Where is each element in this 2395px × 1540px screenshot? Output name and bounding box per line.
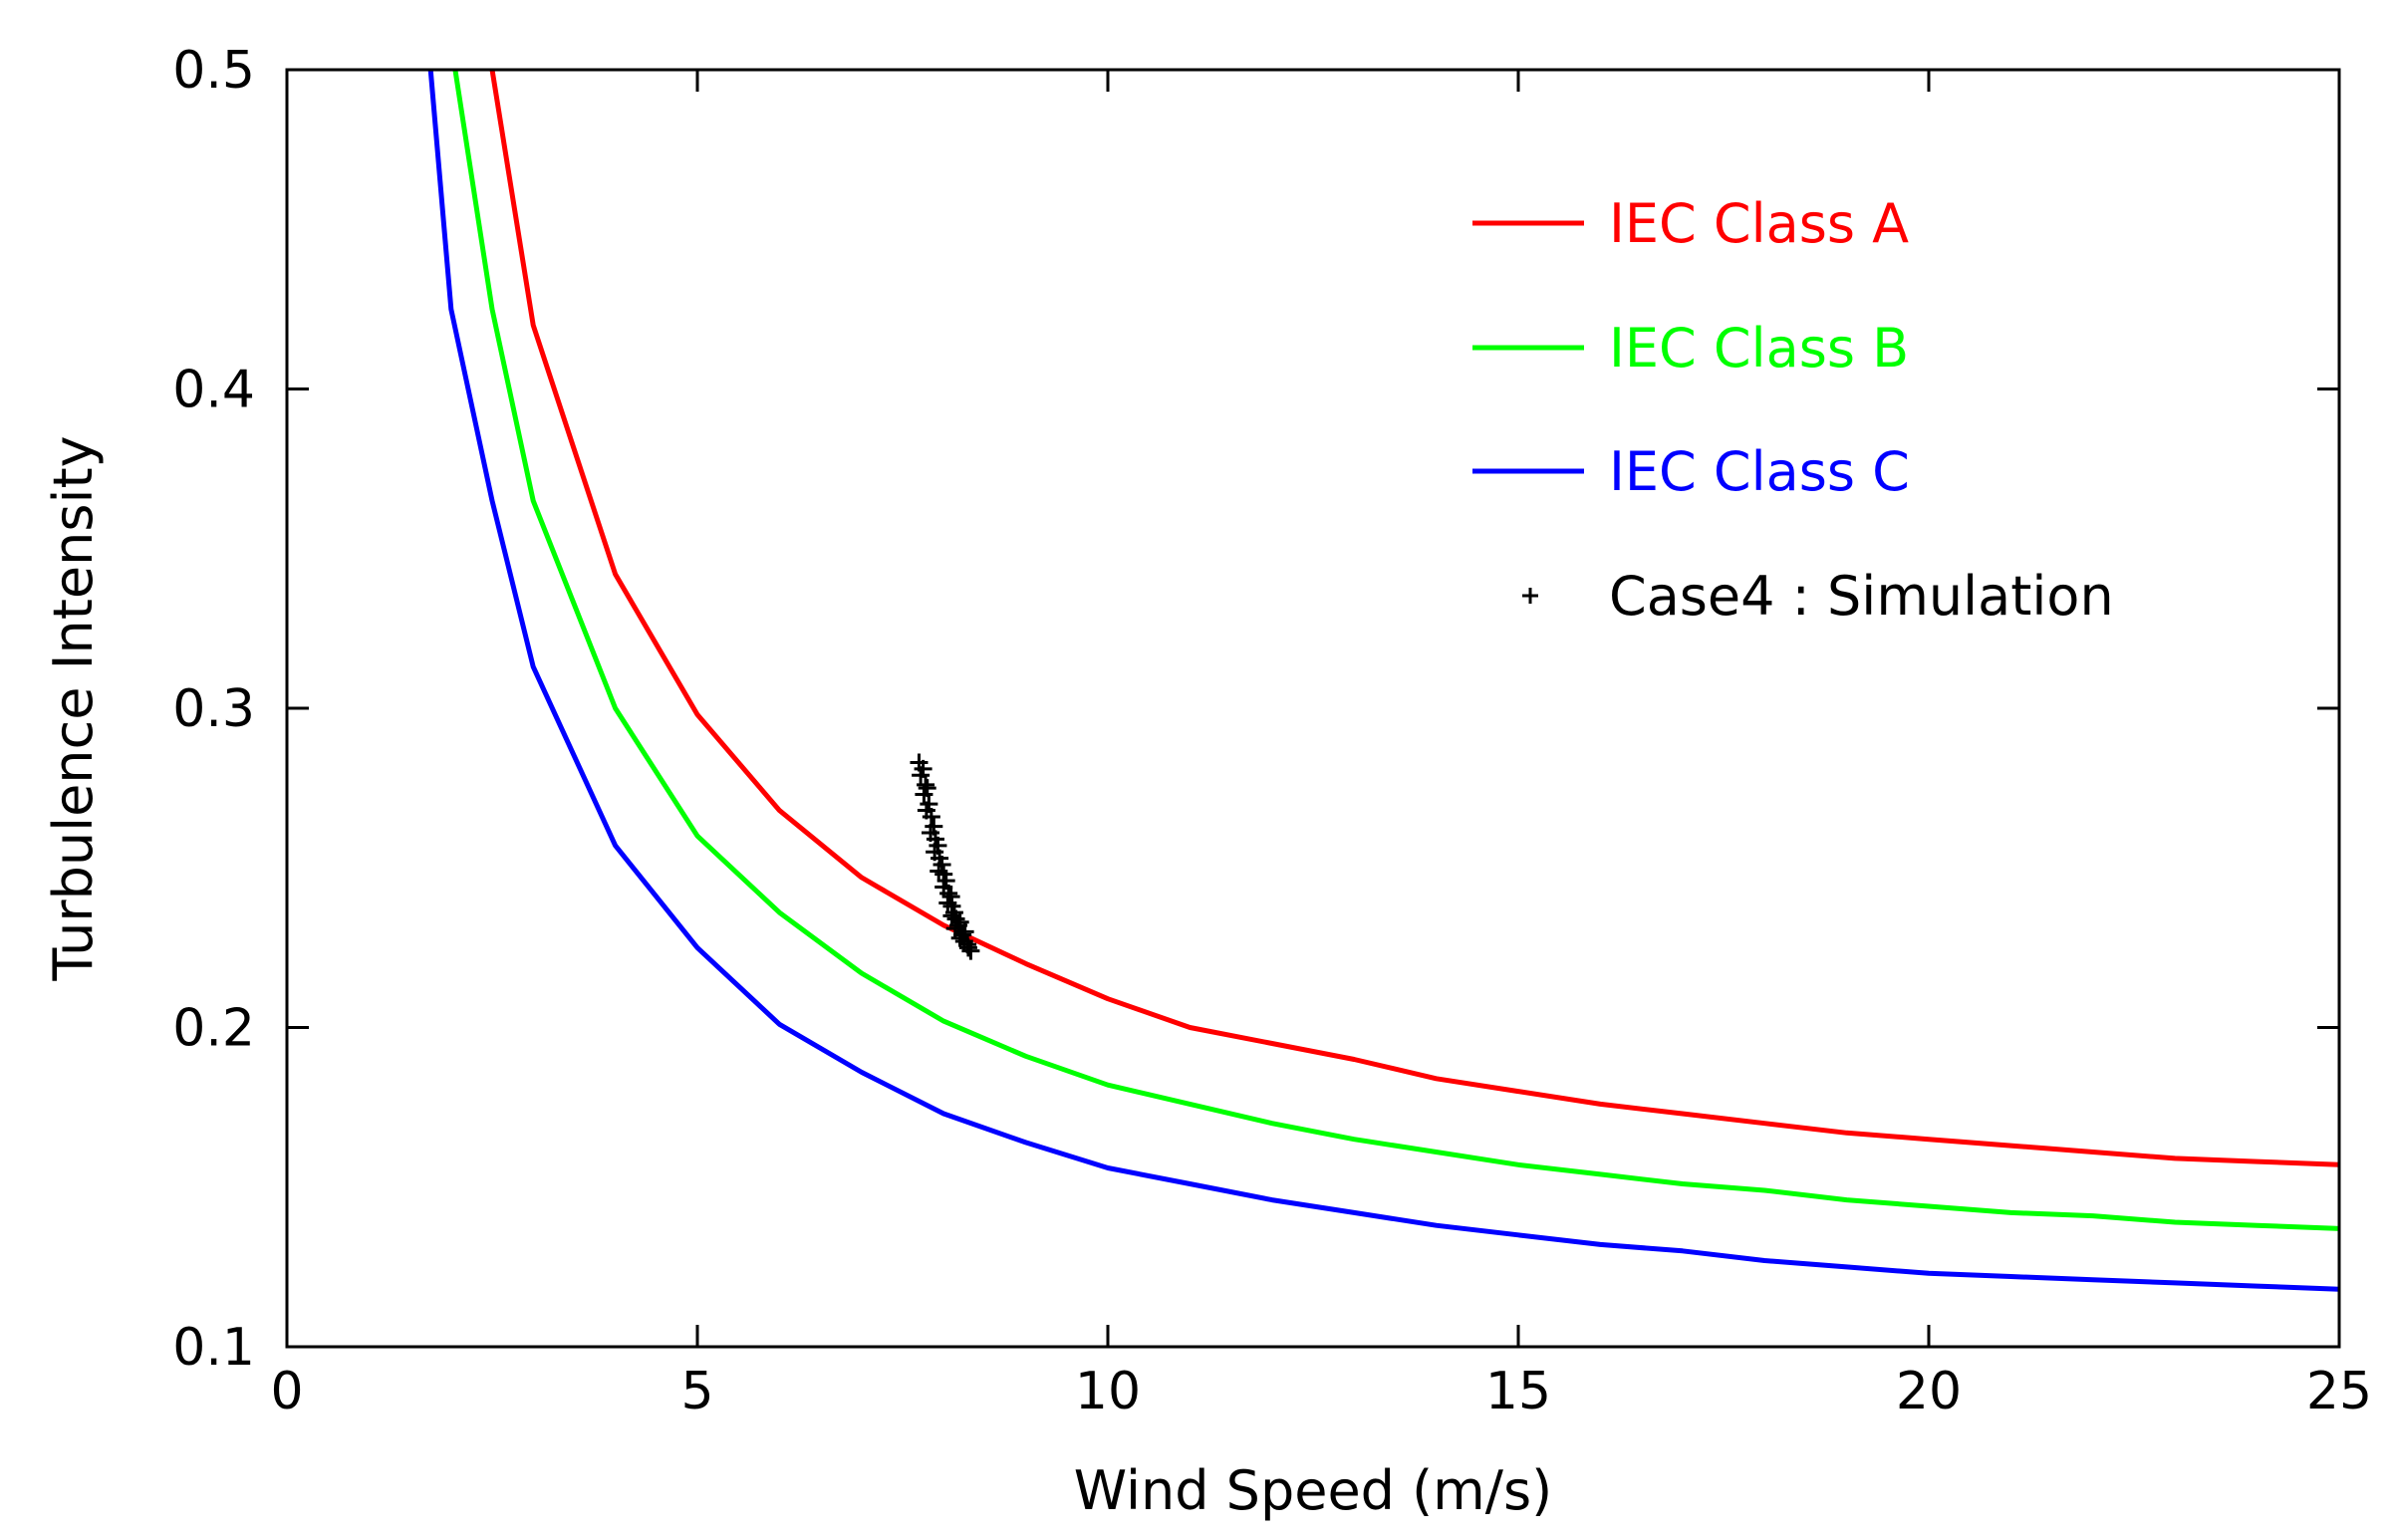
y-tick-label: 0.4 [172,361,255,420]
x-tick-label: 0 [270,1362,303,1421]
legend-marker [1522,588,1538,604]
x-tick-label: 20 [1896,1362,1962,1421]
y-tick-label: 0.5 [172,41,255,101]
series-line-iec-class-a [489,69,2340,1167]
axis-tick-labels: 0 5 10 15 20 25 0.1 0.2 0.3 0.4 0.5 [172,41,2372,1421]
x-tick-label: 10 [1075,1362,1141,1421]
x-axis-title: Wind Speed (m/s) [1074,1459,1552,1522]
simulation-point-marker [917,775,935,794]
simulation-point-marker [922,807,940,826]
y-tick-label: 0.3 [172,679,255,739]
simulation-point-marker [961,941,980,960]
legend: IEC Class A IEC Class B IEC Class C Case4 :… [1472,192,2114,628]
series-markers-case4-simulation [910,753,980,960]
legend-label: IEC Class A [1609,192,1909,255]
simulation-point-marker [950,912,969,931]
x-tick-label: 15 [1485,1362,1551,1421]
x-tick-label: 25 [2306,1362,2372,1421]
x-tick-label: 5 [680,1362,713,1421]
series-line-iec-class-b [452,69,2340,1231]
simulation-point-marker [938,894,957,912]
simulation-point-marker [918,779,936,798]
legend-label: IEC Class B [1609,317,1909,380]
series-line-iec-class-c [427,69,2340,1292]
legend-label: Case4 : Simulation [1609,565,2114,628]
simulation-point-marker [958,938,977,957]
y-tick-label: 0.2 [172,999,255,1059]
simulation-point-marker [914,759,932,778]
y-tick-label: 0.1 [172,1318,255,1378]
series-layer [427,69,2340,1292]
legend-label: IEC Class C [1609,440,1910,503]
axis-ticks [285,68,2341,1349]
y-axis-title: Turbulence Intensity [42,435,105,981]
